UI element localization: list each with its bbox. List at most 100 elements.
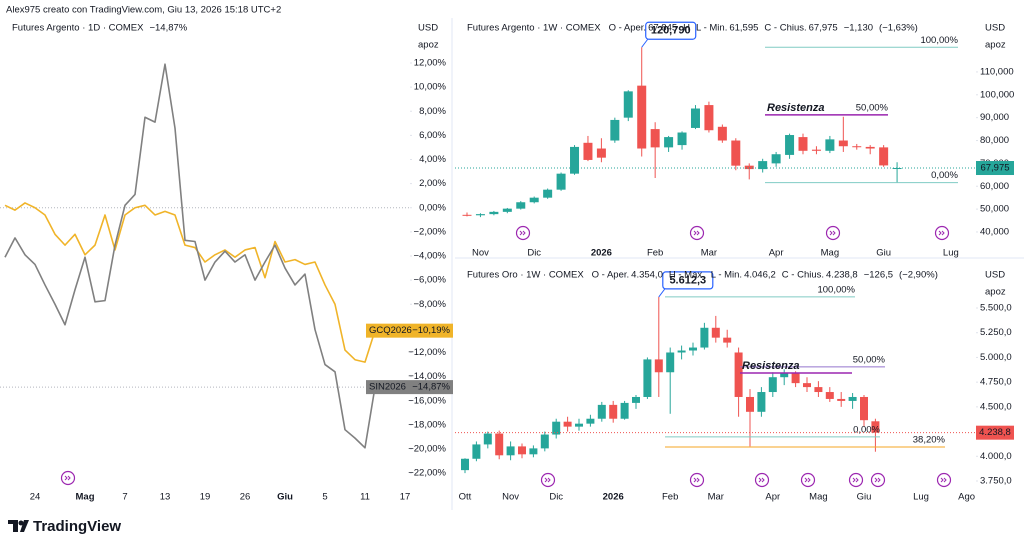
legend-key: H	[683, 23, 690, 34]
x-tick-label: Mag	[76, 492, 95, 503]
legend-value: 67,845	[648, 23, 677, 34]
candle-body	[879, 147, 889, 166]
callout-label: 5.612,3	[669, 274, 706, 286]
event-icon-arrow	[940, 477, 947, 483]
y-tick-label: 90,000	[980, 112, 1009, 123]
resistance-label: Resistenza	[742, 360, 799, 372]
candle-body	[744, 165, 754, 170]
candle-body	[700, 327, 709, 348]
event-icon	[689, 225, 705, 241]
candle-body	[757, 392, 766, 412]
x-tick-label: Ago	[958, 492, 975, 503]
y-tick-label: −4,00%	[414, 251, 447, 262]
x-tick-label: 26	[240, 492, 251, 503]
x-tick-label: Mar	[701, 248, 717, 259]
y-tick-label: 5.500,0	[980, 303, 1012, 314]
logo	[8, 520, 29, 532]
candle-body	[771, 154, 781, 164]
event-icon-arrow	[829, 230, 836, 236]
candle-body	[768, 377, 777, 393]
x-tick-label: Nov	[502, 492, 519, 503]
legend-key: O - Aper.	[609, 23, 647, 34]
candle-body	[798, 137, 808, 151]
candle-body	[610, 119, 620, 141]
event-icon	[60, 470, 76, 486]
legend-title: Futures Oro · 1W · COMEX	[467, 270, 584, 281]
x-tick-label: Lug	[913, 492, 929, 503]
legend-value: −1,130	[844, 23, 873, 34]
resistance-label: Resistenza	[767, 102, 824, 114]
fib-label: 0,00%	[931, 170, 958, 181]
y-tick-label: −12,00%	[408, 347, 446, 358]
legend-key: C - Chius.	[782, 270, 824, 281]
legend-key: L - Min.	[696, 23, 727, 34]
y-tick-label: −20,00%	[408, 444, 446, 455]
y-tick-label: 8,00%	[419, 106, 446, 117]
x-tick-label: Mag	[821, 248, 839, 259]
candle-body	[848, 396, 857, 401]
y-tick-label: 6,00%	[419, 130, 446, 141]
candle-body	[746, 396, 754, 412]
candle-body	[650, 129, 660, 148]
y-tick-label: −6,00%	[414, 275, 447, 286]
y-tick-label: 40,000	[980, 226, 1009, 237]
candle-body	[556, 173, 566, 190]
series-name: GCQ2026	[369, 325, 412, 336]
unit-label: USD	[985, 23, 1005, 34]
x-tick-label: Dic	[527, 248, 541, 259]
legend-key: L - Min.	[711, 270, 742, 281]
event-icon-arrow	[519, 230, 526, 236]
candle-body	[570, 146, 580, 174]
value-label: −14,87%	[412, 382, 450, 393]
candle-body	[529, 197, 539, 203]
candle-body	[825, 139, 835, 151]
event-icon	[936, 472, 952, 488]
legend-title: Futures Argento · 1W · COMEX	[467, 23, 601, 34]
candle-body	[704, 105, 714, 131]
candle-body	[803, 383, 811, 388]
x-tick-label: 11	[360, 492, 370, 503]
x-tick-label: Giu	[277, 492, 293, 503]
event-icon	[825, 225, 841, 241]
candle-body	[483, 433, 492, 445]
candle-body	[472, 444, 481, 459]
x-tick-label: 17	[400, 492, 411, 503]
candle-body	[825, 392, 834, 399]
event-icon-arrow	[544, 477, 551, 483]
y-tick-label: 100,000	[980, 89, 1014, 100]
event-icon	[515, 225, 531, 241]
candle-body	[852, 146, 862, 148]
candle-body	[597, 404, 606, 419]
legend-title: Futures Argento · 1D · COMEX	[12, 23, 144, 34]
value-label: −10,19%	[412, 325, 450, 336]
x-tick-label: Apr	[769, 248, 784, 259]
price-tag	[976, 425, 1014, 440]
series-name: SIN2026	[369, 382, 406, 393]
y-tick-label: 5.000,0	[980, 352, 1012, 363]
candle-body	[711, 327, 720, 338]
y-tick-label: 110,000	[980, 66, 1014, 77]
y-tick-label: −2,00%	[414, 226, 447, 237]
candle-body	[540, 434, 549, 449]
y-tick-label: −22,00%	[408, 468, 446, 479]
y-tick-label: 4.750,0	[980, 377, 1012, 388]
unit-label: apoz	[985, 287, 1006, 298]
y-tick-label: 0,00%	[419, 202, 446, 213]
x-tick-label: 5	[322, 492, 327, 503]
candle-body	[838, 140, 848, 147]
y-tick-label: −16,00%	[408, 395, 446, 406]
y-tick-label: 10,00%	[414, 82, 447, 93]
x-tick-label: Feb	[662, 492, 678, 503]
callout-pointer	[641, 38, 649, 48]
candle-body	[734, 352, 743, 397]
y-tick-label: −18,00%	[408, 419, 446, 430]
y-tick-label: 12,00%	[414, 58, 447, 69]
legend-value: −126,5	[864, 270, 893, 281]
candle-body	[811, 149, 821, 151]
candle-body	[791, 373, 800, 384]
unit-label: apoz	[418, 40, 439, 51]
unit-label: USD	[418, 23, 438, 34]
